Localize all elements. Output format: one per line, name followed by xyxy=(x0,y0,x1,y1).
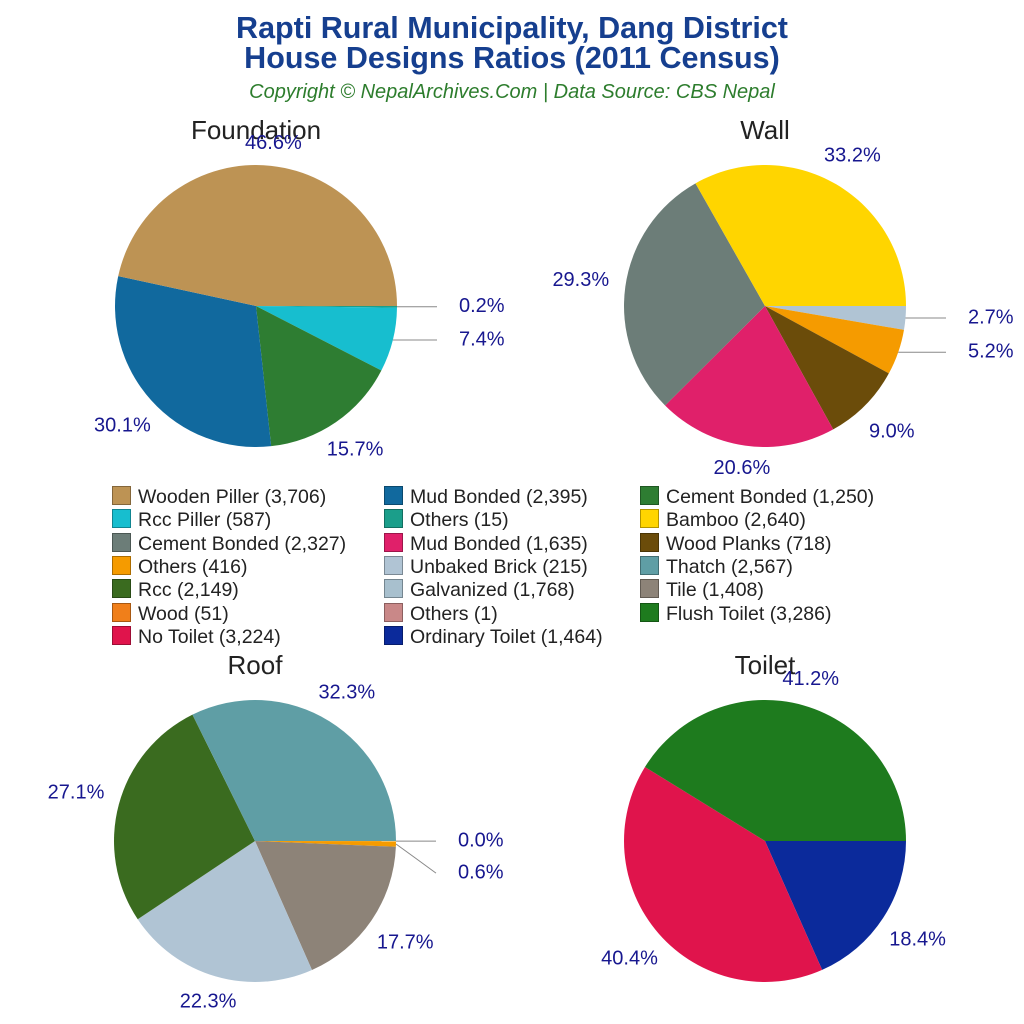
svg-text:29.3%: 29.3% xyxy=(552,269,609,291)
svg-text:17.7%: 17.7% xyxy=(377,932,434,954)
svg-text:18.4%: 18.4% xyxy=(889,929,946,951)
svg-text:30.1%: 30.1% xyxy=(94,414,151,436)
svg-text:20.6%: 20.6% xyxy=(714,457,771,479)
svg-text:0.0%: 0.0% xyxy=(458,829,504,851)
svg-text:32.3%: 32.3% xyxy=(318,681,375,703)
svg-text:5.2%: 5.2% xyxy=(968,341,1014,363)
svg-text:41.2%: 41.2% xyxy=(782,668,839,690)
svg-text:27.1%: 27.1% xyxy=(48,781,105,803)
svg-text:46.6%: 46.6% xyxy=(245,132,302,154)
svg-text:33.2%: 33.2% xyxy=(824,144,881,166)
svg-text:Roof: Roof xyxy=(228,650,284,680)
svg-text:0.6%: 0.6% xyxy=(458,861,504,883)
svg-text:Wall: Wall xyxy=(740,115,790,145)
svg-text:22.3%: 22.3% xyxy=(180,990,237,1012)
svg-text:7.4%: 7.4% xyxy=(459,328,505,350)
svg-text:40.4%: 40.4% xyxy=(601,948,658,970)
svg-text:2.7%: 2.7% xyxy=(968,306,1014,328)
svg-text:15.7%: 15.7% xyxy=(327,439,384,461)
svg-text:9.0%: 9.0% xyxy=(869,420,915,442)
svg-text:0.2%: 0.2% xyxy=(459,295,505,317)
